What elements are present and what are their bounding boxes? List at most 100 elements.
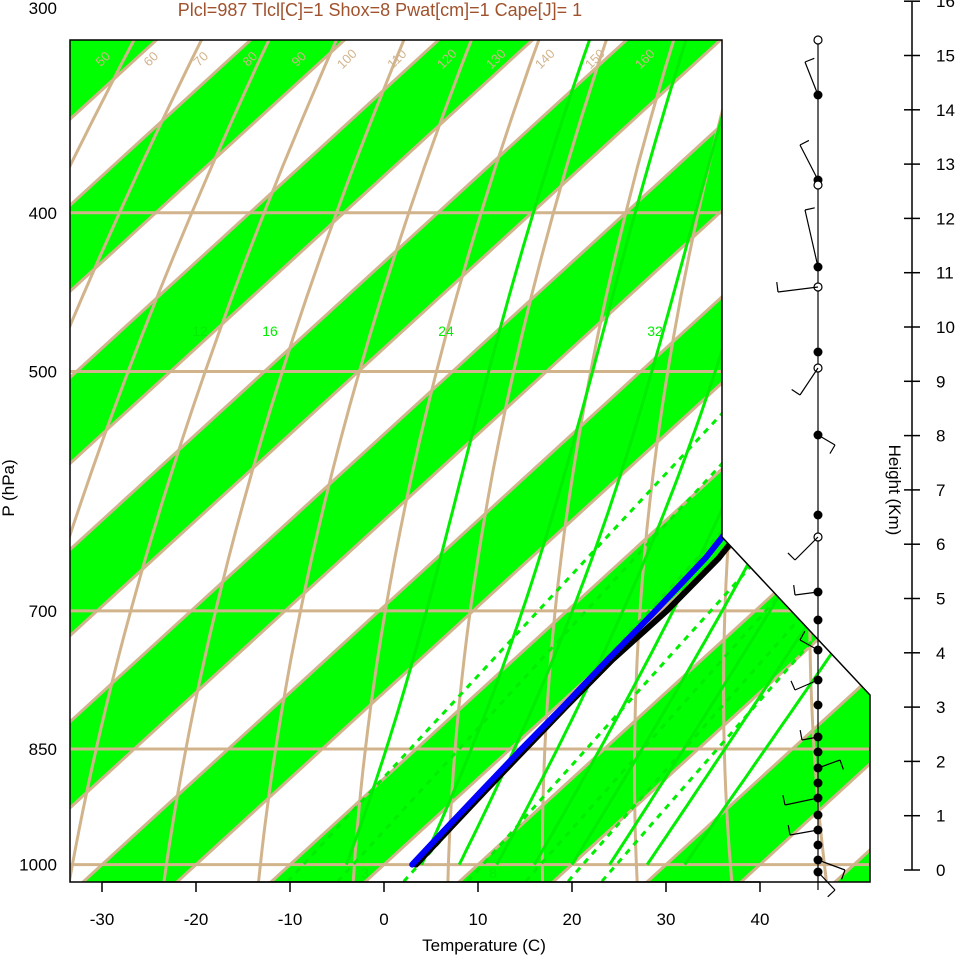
height-tick-label: 9: [936, 372, 945, 391]
isotherm-line: [70, 40, 870, 882]
wind-barb-flag: [804, 57, 815, 63]
mixing-ratio-label: 24: [438, 323, 454, 339]
mixing-ratio-label: 16: [262, 323, 278, 339]
moist-adiabat: [645, 40, 870, 866]
y-axis-label: P (hPa): [0, 459, 18, 516]
isotherm-label: 20: [721, 236, 742, 257]
moist-adiabat: [683, 40, 870, 866]
wind-level-dot: [813, 510, 823, 520]
wind-level-dot: [813, 840, 823, 850]
wind-barb: [817, 434, 836, 446]
dry-adiabat: [70, 40, 726, 882]
wind-barb: [799, 144, 819, 181]
wind-barb: [817, 859, 846, 871]
wind-level-open-dot: [813, 180, 823, 190]
wind-barb-flag: [799, 730, 803, 741]
height-tick-label: 3: [936, 698, 945, 717]
chart-title: Plcl=987 Tlcl[C]=1 Shox=8 Pwat[cm]=1 Cap…: [178, 0, 582, 20]
temperature-tick-label: 10: [469, 910, 488, 929]
wind-barb: [789, 829, 819, 836]
wind-barb-flag: [782, 795, 786, 806]
wind-barb-flag: [776, 282, 779, 293]
isotherm-line: [251, 40, 870, 882]
isotherm-line: [70, 40, 870, 882]
temperature-tick-label: -30: [90, 910, 115, 929]
dry-adiabat: [255, 40, 870, 882]
mixing-ratio-label: 8: [489, 865, 497, 881]
height-tick-label: 10: [936, 318, 955, 337]
mixing-ratio-label: 3: [361, 865, 369, 881]
height-tick-label: 0: [936, 861, 945, 880]
wind-barb-flag: [790, 680, 796, 691]
height-tick-label: 6: [936, 535, 945, 554]
isotherm-line: [157, 40, 870, 882]
dewpoint-curve: [409, 40, 870, 868]
wind-barb: [804, 209, 819, 268]
dry-adiabat: [633, 40, 870, 882]
wind-barb-flag: [840, 869, 846, 880]
temperature-axis: -30 -20 -10 0 10 20 30 40: [90, 881, 770, 929]
isotherm-label: 10: [746, 541, 767, 562]
wind-level-dot: [813, 810, 823, 820]
wind-level-open-dot: [813, 35, 823, 45]
wind-barb-flag: [791, 388, 801, 396]
wind-barb: [817, 759, 841, 769]
wind-level-dot: [813, 347, 823, 357]
wind-barb: [801, 736, 819, 741]
x-axis-label: Temperature (C): [422, 936, 546, 955]
dry-adiabat: [540, 40, 870, 882]
temperature-tick-label: 20: [563, 910, 582, 929]
dry-adiabat: [70, 40, 775, 882]
wind-barb-flag: [829, 444, 836, 454]
height-tick-label: 2: [936, 752, 945, 771]
moist-adiabat: [420, 40, 777, 866]
height-tick-label: 15: [936, 47, 955, 66]
isotherm-label: 30: [721, 126, 742, 147]
frame-outline: [69, 39, 871, 883]
pressure-tick-label: 300: [29, 0, 57, 18]
height-tick-label: 16: [936, 0, 955, 11]
mixing-ratio-line: [508, 211, 870, 882]
isotherm-line: [70, 40, 870, 882]
wind-barb: [777, 286, 819, 293]
temperature-tick-label: 40: [751, 910, 770, 929]
wind-barb: [799, 367, 819, 396]
dry-adiabat: [350, 40, 870, 882]
sounding-curves: [409, 40, 870, 868]
green-band: [70, 40, 870, 882]
wind-barb: [799, 639, 819, 651]
isotherm-line: [345, 40, 870, 882]
isotherm-line: [70, 40, 870, 882]
isotherm-label: 10: [721, 341, 742, 362]
wind-barb: [794, 536, 819, 561]
pressure-axis: 1001502002503004005007008501000: [19, 0, 57, 875]
moist-adiabat: [344, 40, 689, 866]
wind-barb-flag: [827, 889, 836, 898]
temperature-tick-label: -20: [184, 910, 209, 929]
pressure-tick-label: 400: [29, 204, 57, 223]
height-tick-label: 13: [936, 155, 955, 174]
dry-adiabat: [160, 40, 823, 882]
height-tick-label: 14: [936, 101, 955, 120]
wind-level-dot: [813, 747, 823, 757]
mixing-ratio-label: 12: [192, 323, 208, 339]
isotherm-line: [70, 40, 870, 882]
wind-barb: [794, 679, 819, 691]
height-tick-label: 12: [936, 209, 955, 228]
pressure-tick-label: 850: [29, 740, 57, 759]
temperature-tick-label: 0: [379, 910, 388, 929]
isotherm-line: [70, 40, 870, 882]
pressure-tick-label: 1000: [19, 856, 57, 875]
isotherm-label: 0: [724, 459, 740, 475]
wind-barb: [804, 61, 819, 96]
isotherm-line: [70, 40, 870, 882]
plot-frame: [69, 39, 871, 883]
mixing-ratio-label: 32: [647, 323, 663, 339]
wind-barb-flag: [793, 585, 796, 596]
mixing-ratio-line: [551, 211, 870, 882]
wind-barb-flag: [787, 552, 796, 561]
wind-barb: [794, 591, 819, 596]
green-band: [70, 40, 870, 882]
